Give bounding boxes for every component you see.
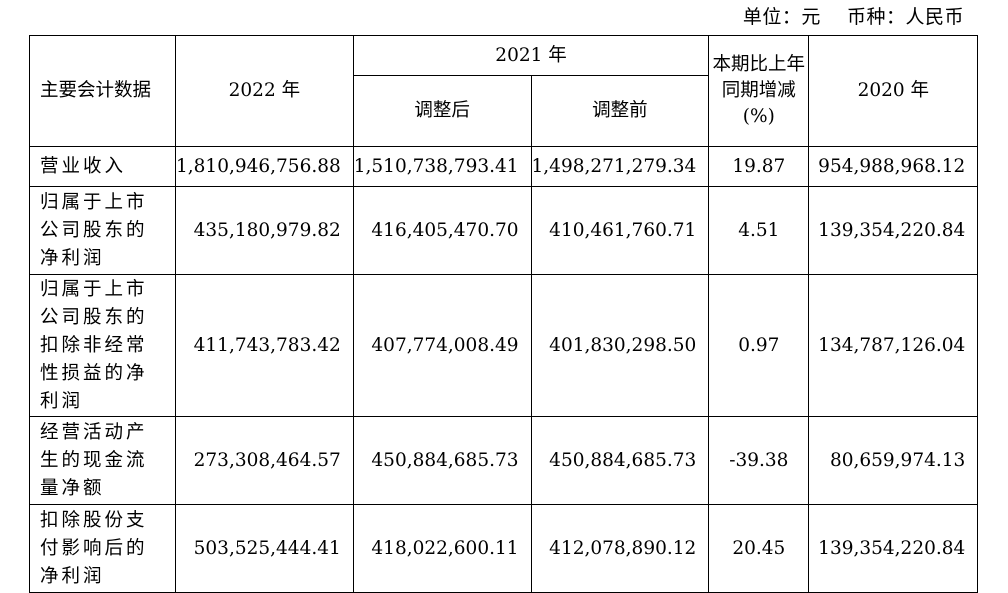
row-item-label: 营业收入 [29, 146, 176, 187]
cell-change: 4.51 [708, 186, 810, 275]
unit-currency-note: 单位：元 币种：人民币 [742, 6, 964, 28]
row-item-label: 经营活动产生的现金流量净额 [29, 416, 176, 505]
table-row: 经营活动产生的现金流量净额 273,308,464.57 450,884,685… [29, 416, 979, 505]
table-row: 归属于上市公司股东的净利润 435,180,979.82 416,405,470… [29, 186, 979, 275]
key-accounting-data-table: 主要会计数据 2022 年 2021 年 本期比上年同期增减(%) 2020 年… [29, 35, 979, 593]
table-row: 归属于上市公司股东的扣除非经常性损益的净利润 411,743,783.42 40… [29, 274, 979, 417]
cell-2021-adjusted-after: 450,884,685.73 [352, 416, 532, 505]
table-row: 营业收入 1,810,946,756.88 1,510,738,793.41 1… [29, 146, 979, 187]
header-2021: 2021 年 [352, 35, 710, 76]
cell-2022: 503,525,444.41 [175, 504, 354, 593]
cell-2022: 411,743,783.42 [175, 274, 354, 417]
cell-2022: 435,180,979.82 [175, 186, 354, 275]
cell-change: -39.38 [708, 416, 810, 505]
cell-2020: 139,354,220.84 [808, 504, 979, 593]
cell-2021-adjusted-after: 1,510,738,793.41 [352, 146, 532, 187]
cell-change: 19.87 [708, 146, 810, 187]
header-item: 主要会计数据 [29, 35, 176, 147]
cell-2020: 954,988,968.12 [808, 146, 979, 187]
header-row-sub: 调整后 调整前 [30, 75, 978, 147]
cell-2021-adjusted-after: 418,022,600.11 [352, 504, 532, 593]
cell-2020: 134,787,126.04 [808, 274, 979, 417]
cell-2021-adjusted-after: 407,774,008.49 [352, 274, 532, 417]
row-item-label: 扣除股份支付影响后的净利润 [29, 504, 176, 593]
cell-2021-adjusted-before: 401,830,298.50 [530, 274, 710, 417]
row-item-label: 归属于上市公司股东的扣除非经常性损益的净利润 [29, 274, 176, 417]
cell-2022: 273,308,464.57 [175, 416, 354, 505]
cell-change: 0.97 [708, 274, 810, 417]
cell-2022: 1,810,946,756.88 [175, 146, 354, 187]
header-row-top: 主要会计数据 2022 年 2021 年 本期比上年同期增减(%) 2020 年 [29, 35, 979, 147]
header-2022: 2022 年 [175, 35, 354, 147]
cell-2021-adjusted-before: 410,461,760.71 [530, 186, 710, 275]
cell-2021-adjusted-after: 416,405,470.70 [352, 186, 532, 275]
cell-2020: 80,659,974.13 [808, 416, 979, 505]
header-2020: 2020 年 [808, 35, 979, 147]
cell-change: 20.45 [708, 504, 810, 593]
cell-2021-adjusted-before: 1,498,271,279.34 [530, 146, 710, 187]
cell-2020: 139,354,220.84 [808, 186, 979, 275]
cell-2021-adjusted-before: 412,078,890.12 [530, 504, 710, 593]
header-2021-adjusted-before: 调整前 [530, 75, 710, 147]
row-item-label: 归属于上市公司股东的净利润 [29, 186, 176, 275]
header-change: 本期比上年同期增减(%) [708, 35, 810, 147]
header-2021-adjusted-after: 调整后 [352, 75, 532, 147]
cell-2021-adjusted-before: 450,884,685.73 [530, 416, 710, 505]
table-row: 扣除股份支付影响后的净利润 503,525,444.41 418,022,600… [29, 504, 979, 593]
